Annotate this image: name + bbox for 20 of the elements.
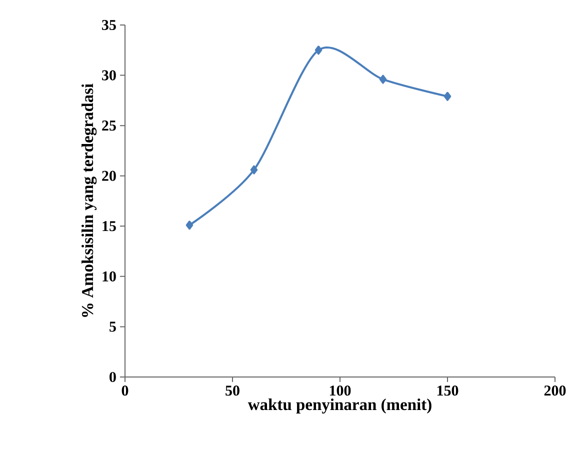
point xyxy=(379,74,387,84)
y-tick-label: 15 xyxy=(102,221,116,232)
y-tick-label: 0 xyxy=(110,372,116,382)
x-tick-label: 50 xyxy=(226,386,240,396)
point xyxy=(314,46,322,55)
x-tick-label: 0 xyxy=(122,386,128,396)
point xyxy=(186,220,194,230)
y-tick-label: 20 xyxy=(102,170,116,181)
x-axis-title: waktu penyinaran (menit) xyxy=(248,398,432,414)
y-axis-title: % Amoksisilin yang terdegradasi xyxy=(82,84,97,317)
y-tick-label: 25 xyxy=(102,120,116,131)
y-tick-label: 35 xyxy=(102,20,116,30)
y-tick-label: 10 xyxy=(102,271,116,282)
point xyxy=(250,165,258,174)
x-tick-label: 100 xyxy=(330,386,351,396)
y-tick-label: 5 xyxy=(110,322,116,332)
x-tick-label: 150 xyxy=(437,386,458,396)
y-tick-label: 30 xyxy=(102,70,116,80)
point xyxy=(444,92,452,101)
x-tick-label: 200 xyxy=(544,386,566,396)
